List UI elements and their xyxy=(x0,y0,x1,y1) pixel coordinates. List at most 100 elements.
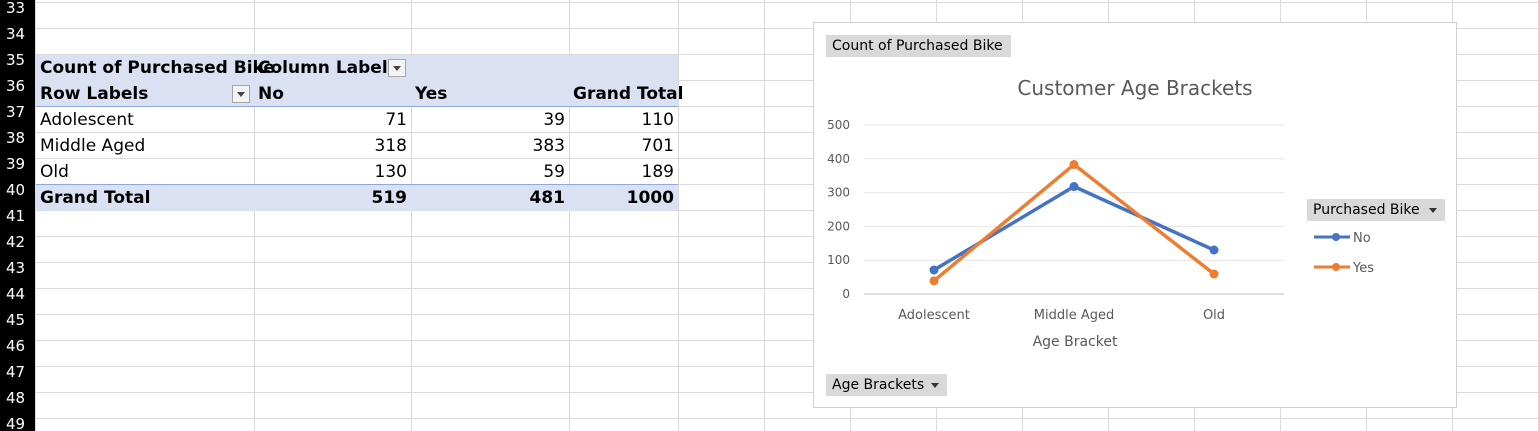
pivot-col-header-grand-total[interactable]: Grand Total xyxy=(573,84,684,104)
data-point-yes[interactable] xyxy=(1209,269,1219,279)
row-header[interactable]: 35 xyxy=(0,47,35,73)
y-tick-label: 400 xyxy=(827,152,850,166)
pivot-grand-total-yes[interactable]: 481 xyxy=(529,188,566,208)
grid-row-line xyxy=(35,28,1539,29)
row-header[interactable]: 33 xyxy=(0,0,35,21)
grid-row-line xyxy=(35,262,1539,263)
grid-col-line xyxy=(254,0,255,431)
grid-row-line xyxy=(35,210,1539,211)
series-line-no[interactable] xyxy=(933,184,1215,272)
y-tick-label: 300 xyxy=(827,186,850,200)
pivot-row-labels[interactable]: Row Labels xyxy=(40,84,149,104)
chart-title: Customer Age Brackets xyxy=(1017,76,1252,100)
series-line-yes[interactable] xyxy=(932,162,1216,283)
pivot-col-header-yes[interactable]: Yes xyxy=(415,84,448,104)
grid-row-line xyxy=(35,54,1539,55)
row-header[interactable]: 46 xyxy=(0,333,35,359)
x-axis-title: Age Bracket xyxy=(1033,334,1118,350)
grid-row-line xyxy=(35,106,1539,107)
pivot-cell-total[interactable]: 110 xyxy=(641,110,674,130)
axis-field-button-label: Age Brackets xyxy=(832,377,925,393)
y-tick-label: 0 xyxy=(842,287,850,301)
grid-row-line xyxy=(35,80,1539,81)
grid-row-line xyxy=(35,314,1539,315)
chart-plot-svg: Customer Age Brackets Age Bracket 0 100 20… xyxy=(827,76,1374,350)
chevron-down-icon xyxy=(931,383,939,388)
pivot-grand-total-no[interactable]: 519 xyxy=(371,188,408,208)
grid-col-line xyxy=(35,0,36,431)
grid-row-line xyxy=(35,392,1539,393)
axis-field-button[interactable]: Age Brackets xyxy=(826,374,947,396)
grid-row-line xyxy=(35,340,1539,341)
data-point-yes[interactable] xyxy=(929,276,939,286)
legend-label-no[interactable]: No xyxy=(1353,231,1371,246)
row-header[interactable]: 49 xyxy=(0,411,35,431)
pivot-total-rule xyxy=(36,184,678,185)
grid-row-line xyxy=(35,184,1539,185)
y-tick-label: 100 xyxy=(827,253,850,267)
pivot-cell-yes[interactable]: 39 xyxy=(543,110,565,130)
legend-marker-no xyxy=(1332,233,1340,241)
grid-row-line xyxy=(35,158,1539,159)
row-header[interactable]: 48 xyxy=(0,385,35,411)
pivot-column-labels[interactable]: Column Labels xyxy=(258,58,398,78)
row-header[interactable]: 40 xyxy=(0,177,35,203)
x-tick-label: Adolescent xyxy=(898,308,970,323)
value-field-button[interactable]: Count of Purchased Bike xyxy=(826,35,1011,57)
pivot-grand-total-label[interactable]: Grand Total xyxy=(40,188,151,208)
row-header[interactable]: 44 xyxy=(0,281,35,307)
pivot-row-label[interactable]: Old xyxy=(40,162,69,182)
pivot-row-label[interactable]: Middle Aged xyxy=(40,136,146,156)
grid-col-line xyxy=(764,0,765,431)
row-header[interactable]: 34 xyxy=(0,21,35,47)
data-point-yes[interactable] xyxy=(1069,160,1079,170)
pivot-row-label[interactable]: Adolescent xyxy=(40,110,134,130)
chevron-down-icon xyxy=(1429,208,1437,213)
pivot-cell-no[interactable]: 130 xyxy=(374,162,407,182)
data-point-no[interactable] xyxy=(1209,245,1219,255)
data-point-no[interactable] xyxy=(1069,182,1079,192)
pivot-cell-yes[interactable]: 383 xyxy=(532,136,565,156)
x-tick-label: Old xyxy=(1203,308,1225,323)
pivot-grand-total-total[interactable]: 1000 xyxy=(626,188,674,208)
pivot-total-band xyxy=(36,185,678,211)
pivot-header-rule xyxy=(36,106,678,107)
row-header[interactable]: 47 xyxy=(0,359,35,385)
row-header[interactable]: 43 xyxy=(0,255,35,281)
y-tick-label: 500 xyxy=(827,118,850,132)
grid-col-line xyxy=(411,0,412,431)
row-header[interactable]: 41 xyxy=(0,203,35,229)
grid-row-line xyxy=(35,2,1539,3)
grid-col-line xyxy=(569,0,570,431)
row-header[interactable]: 37 xyxy=(0,99,35,125)
x-tick-label: Middle Aged xyxy=(1034,308,1114,323)
row-labels-filter-dropdown[interactable] xyxy=(232,85,250,103)
grid-row-line xyxy=(35,236,1539,237)
grid-row-line xyxy=(35,418,1539,419)
row-header[interactable]: 38 xyxy=(0,125,35,151)
pivot-cell-yes[interactable]: 59 xyxy=(543,162,565,182)
legend-label-yes[interactable]: Yes xyxy=(1352,261,1374,276)
grid-row-line xyxy=(35,288,1539,289)
pivot-cell-no[interactable]: 318 xyxy=(374,136,407,156)
legend-field-button[interactable]: Purchased Bike xyxy=(1307,199,1445,221)
column-labels-filter-dropdown[interactable] xyxy=(388,59,406,77)
pivot-cell-total[interactable]: 189 xyxy=(641,162,674,182)
pivot-col-header-no[interactable]: No xyxy=(258,84,284,104)
data-point-no[interactable] xyxy=(929,265,939,275)
row-header[interactable]: 36 xyxy=(0,73,35,99)
grid-row-line xyxy=(35,132,1539,133)
y-tick-label: 200 xyxy=(827,219,850,233)
row-header[interactable]: 39 xyxy=(0,151,35,177)
legend-marker-yes xyxy=(1332,263,1340,271)
grid-col-line xyxy=(678,0,679,431)
row-header[interactable]: 42 xyxy=(0,229,35,255)
pivot-cell-total[interactable]: 701 xyxy=(641,136,674,156)
pivot-header-band xyxy=(36,55,678,107)
grid-row-line xyxy=(35,366,1539,367)
row-header[interactable]: 45 xyxy=(0,307,35,333)
pivot-cell-no[interactable]: 71 xyxy=(385,110,407,130)
pivot-value-field-label[interactable]: Count of Purchased Bike xyxy=(40,58,275,78)
pivot-chart[interactable]: Count of Purchased Bike Purchased Bike A… xyxy=(813,22,1457,408)
